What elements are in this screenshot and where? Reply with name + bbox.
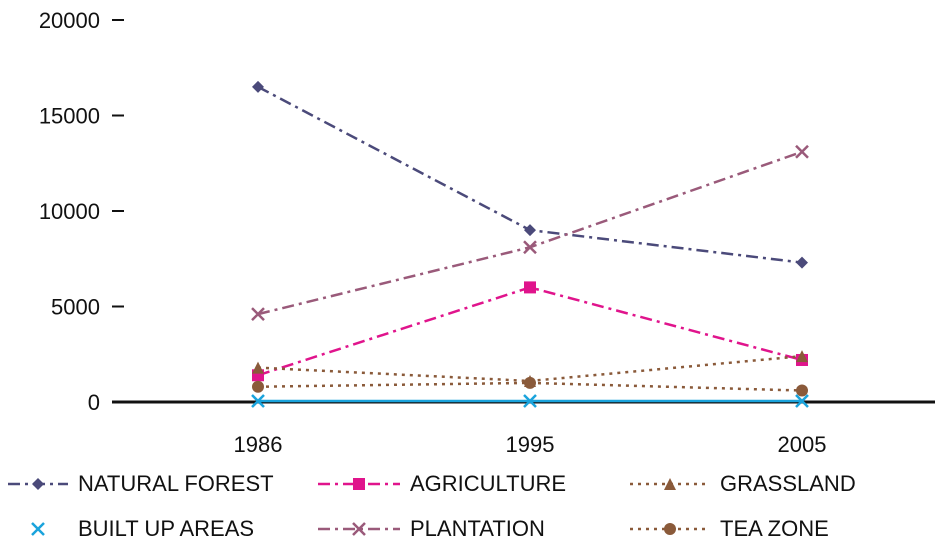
y-tick-label: 10000	[39, 199, 100, 224]
legend-marker	[664, 523, 676, 535]
legend-item: PLANTATION	[318, 516, 545, 541]
data-point	[524, 224, 536, 237]
data-point	[523, 240, 537, 255]
data-point	[252, 80, 264, 93]
legend-marker	[664, 478, 676, 490]
series-0	[252, 80, 808, 269]
series-3	[251, 394, 809, 408]
legend-label: TEA ZONE	[720, 516, 829, 541]
legend-item: NATURAL FOREST	[8, 471, 274, 496]
legend-item: GRASSLAND	[630, 471, 856, 496]
data-point	[796, 350, 808, 363]
y-tick-label: 5000	[51, 295, 100, 320]
legend-item: AGRICULTURE	[318, 471, 566, 496]
series-lines	[251, 80, 809, 408]
y-tick-label: 20000	[39, 8, 100, 33]
x-axis-ticks: 1986 1995 2005	[234, 432, 827, 457]
series-line	[257, 286, 803, 377]
legend-label: BUILT UP AREAS	[78, 516, 254, 541]
data-point	[795, 394, 809, 408]
data-point	[524, 281, 536, 294]
series-5	[252, 376, 808, 397]
data-point	[252, 361, 264, 374]
legend-label: NATURAL FOREST	[78, 471, 274, 496]
legend-item: BUILT UP AREAS	[31, 516, 254, 541]
data-point	[524, 376, 536, 389]
legend-label: PLANTATION	[410, 516, 545, 541]
data-point	[251, 394, 265, 408]
data-point	[796, 384, 808, 397]
legend-label: GRASSLAND	[720, 471, 856, 496]
legend-marker	[32, 478, 44, 490]
data-point	[523, 394, 537, 408]
data-point	[251, 307, 265, 322]
legend-marker	[31, 522, 45, 536]
data-point	[796, 256, 808, 269]
series-line	[257, 85, 803, 264]
y-tick-label: 0	[88, 390, 100, 415]
legend-label: AGRICULTURE	[410, 471, 566, 496]
legend: NATURAL FOREST AGRICULTURE GRASSLAND BUILT …	[8, 471, 856, 541]
legend-marker	[353, 478, 365, 490]
data-point	[252, 380, 264, 393]
y-axis-ticks: 20000 15000 10000 5000 0	[39, 8, 124, 415]
y-tick-label: 15000	[39, 104, 100, 129]
data-point	[795, 144, 809, 159]
series-4	[251, 144, 809, 322]
x-tick-label: 2005	[778, 432, 827, 457]
x-tick-label: 1995	[506, 432, 555, 457]
x-tick-label: 1986	[234, 432, 283, 457]
legend-marker	[352, 522, 366, 536]
legend-item: TEA ZONE	[630, 516, 829, 541]
